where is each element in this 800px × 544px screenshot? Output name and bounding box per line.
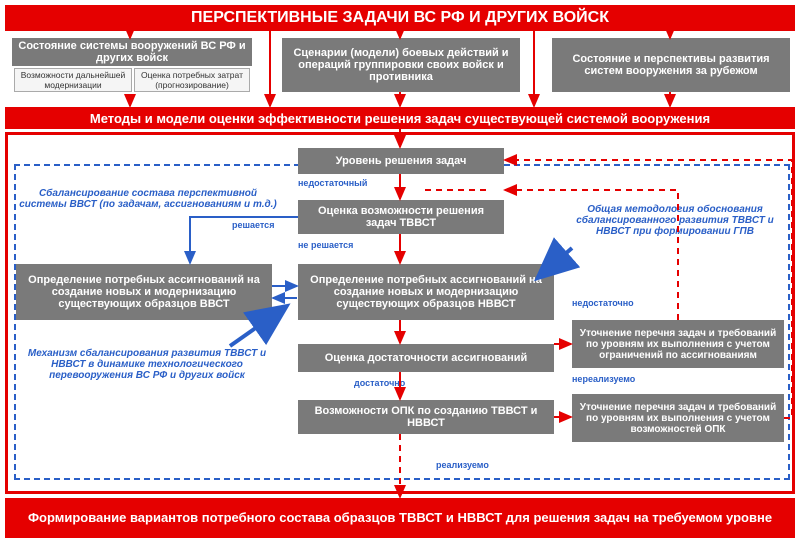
note-balance-composition: Сбалансирование состава перспективной си… [18, 188, 278, 210]
node-approp-nvvst: Определение потребных ассигнований на со… [298, 264, 554, 320]
box-top1-sub1: Возможности дальнейшей модернизации [14, 68, 132, 92]
box-top2: Сценарии (модели) боевых действий и опер… [282, 38, 520, 92]
label-solved: решается [232, 220, 274, 230]
node-opk: Возможности ОПК по созданию ТВВСТ и НВВС… [298, 400, 554, 434]
label-realizable: реализуемо [436, 460, 489, 470]
box-top1-text: Состояние системы вооружений ВС РФ и дру… [18, 40, 246, 64]
label-insufficient: недостаточный [298, 178, 367, 188]
banner-bottom: Формирование вариантов потребного состав… [5, 498, 795, 538]
box-top3: Состояние и перспективы развития систем … [552, 38, 790, 92]
node-sufficiency: Оценка достаточности ассигнований [298, 344, 554, 372]
banner-methods: Методы и модели оценки эффективности реш… [5, 107, 795, 129]
label-unrealizable: нереализуемо [572, 374, 635, 384]
node-approp-vvst: Определение потребных ассигнований на со… [16, 264, 272, 320]
label-sufficient: достаточно [354, 378, 405, 388]
node-refine-assign: Уточнение перечня задач и требований по … [572, 320, 784, 368]
box-top1-sub2: Оценка потребных затрат (прогнозирование… [134, 68, 250, 92]
note-mechanism: Механизм сбалансирования развития ТВВСТ … [24, 348, 270, 381]
node-assessment-tvvst: Оценка возможности решения задач ТВВСТ [298, 200, 504, 234]
label-insufficient2: недостаточно [572, 298, 634, 308]
box-top1: Состояние системы вооружений ВС РФ и дру… [12, 38, 252, 66]
node-level: Уровень решения задач [298, 148, 504, 174]
label-notsolved: не решается [298, 240, 353, 250]
note-methodology: Общая методология обоснования сбалансиро… [572, 204, 778, 237]
node-refine-opk: Уточнение перечня задач и требований по … [572, 394, 784, 442]
banner-top: ПЕРСПЕКТИВНЫЕ ЗАДАЧИ ВС РФ И ДРУГИХ ВОЙС… [5, 5, 795, 31]
